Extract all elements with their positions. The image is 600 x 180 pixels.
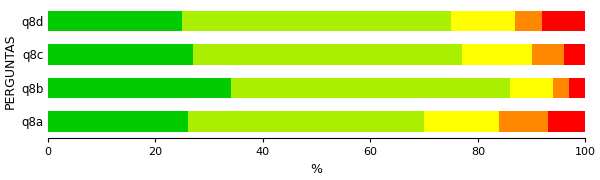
Bar [462, 44, 532, 64]
Bar [548, 111, 586, 132]
Bar [424, 111, 499, 132]
X-axis label: %: % [311, 163, 323, 176]
Y-axis label: PERGUNTAS: PERGUNTAS [4, 33, 17, 109]
Bar [48, 44, 193, 64]
Bar [188, 111, 424, 132]
Bar [569, 78, 586, 98]
Bar [564, 44, 586, 64]
Bar [230, 78, 510, 98]
Bar [499, 111, 548, 132]
Bar [515, 11, 542, 31]
Bar [510, 78, 553, 98]
Bar [532, 44, 564, 64]
Bar [182, 11, 451, 31]
Bar [542, 11, 586, 31]
Bar [193, 44, 462, 64]
Bar [48, 11, 182, 31]
Bar [451, 11, 515, 31]
Bar [553, 78, 569, 98]
Bar [48, 111, 188, 132]
Bar [48, 78, 230, 98]
